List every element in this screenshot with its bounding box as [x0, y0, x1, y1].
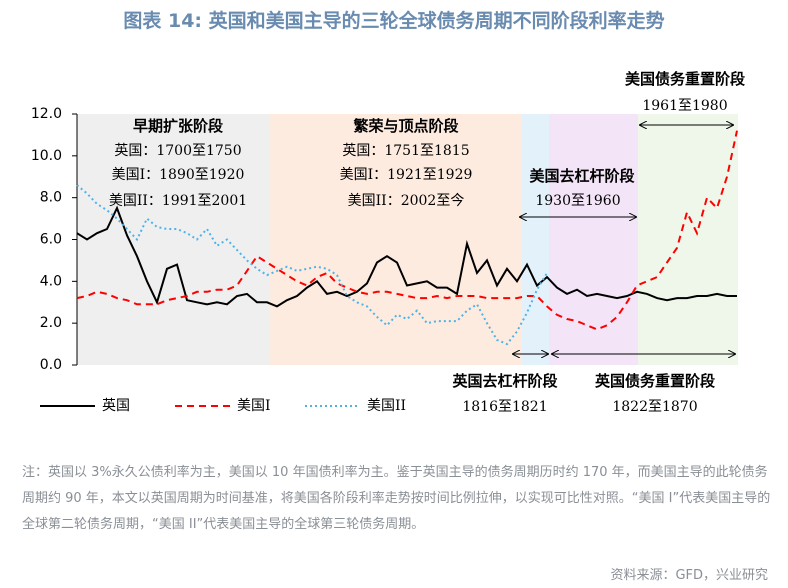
note: 注：英国以 3%永久公债利率为主，美国以 10 年国债利率为主。鉴于英国主导的债… [22, 465, 771, 532]
phase-title: 英国债务重置阶段 [595, 372, 715, 390]
y-tick-label: 6.0 [40, 232, 62, 248]
phase-period: 1961至1980 [642, 98, 727, 114]
y-tick-label: 4.0 [40, 273, 62, 289]
region-peak [270, 114, 522, 365]
chart: 0.0 2.0 4.0 6.0 8.0 10.0 12.0 英国 美国I 美国II 早期扩张阶段英国… [31, 70, 745, 415]
phase-period: 美国I：1890至1920 [112, 167, 245, 183]
series-line [76, 184, 548, 346]
y-tick-label: 0.0 [40, 357, 62, 373]
phase-title: 美国债务重置阶段 [625, 70, 745, 88]
phase-period: 美国II：1991至2001 [109, 193, 247, 209]
region-early [77, 114, 270, 365]
legend-label: 美国II [367, 398, 406, 414]
phase-title: 美国去杠杆阶段 [529, 167, 634, 185]
source: 资料来源：GFD，兴业研究 [610, 568, 768, 583]
y-tick-label: 12.0 [31, 106, 62, 122]
phase-period: 1822至1870 [612, 399, 697, 415]
phase-period: 1930至1960 [535, 193, 620, 209]
phase-title: 英国去杠杆阶段 [452, 372, 557, 390]
region-uk-reset [549, 114, 638, 365]
y-tick-label: 2.0 [40, 315, 62, 331]
series-line [76, 130, 738, 331]
y-tick-label: 8.0 [40, 190, 62, 206]
region-uk-delever [522, 114, 549, 365]
phase-title: 繁荣与顶点阶段 [352, 117, 458, 135]
title: 图表 14: 英国和美国主导的三轮全球债务周期不同阶段利率走势 [123, 10, 665, 32]
phase-period: 美国I：1921至1929 [340, 167, 473, 183]
phase-period: 1816至1821 [462, 399, 547, 415]
y-tick-label: 10.0 [31, 148, 62, 164]
region-us-reset [638, 114, 738, 365]
phase-title: 早期扩张阶段 [133, 117, 223, 135]
series-line [76, 205, 737, 308]
phase-period: 英国：1700至1750 [114, 142, 241, 159]
legend-label: 英国 [102, 397, 130, 414]
legend-label: 美国I [237, 398, 271, 414]
phase-period: 英国：1751至1815 [342, 142, 469, 159]
phase-period: 美国II：2002至今 [348, 193, 465, 209]
